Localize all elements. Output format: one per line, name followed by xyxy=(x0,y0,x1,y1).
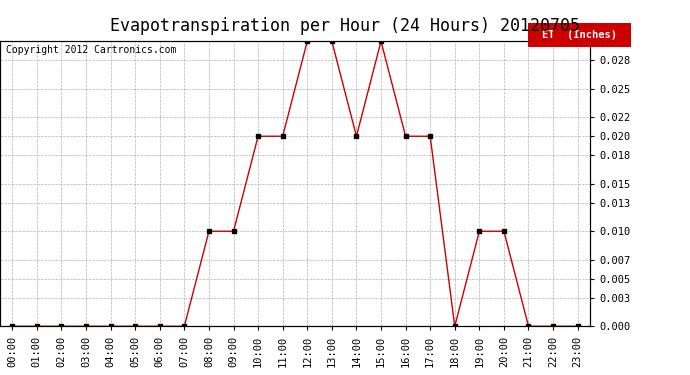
Text: ET  (Inches): ET (Inches) xyxy=(542,30,617,40)
Text: Evapotranspiration per Hour (24 Hours) 20120705: Evapotranspiration per Hour (24 Hours) 2… xyxy=(110,17,580,35)
Text: Copyright 2012 Cartronics.com: Copyright 2012 Cartronics.com xyxy=(6,45,176,55)
